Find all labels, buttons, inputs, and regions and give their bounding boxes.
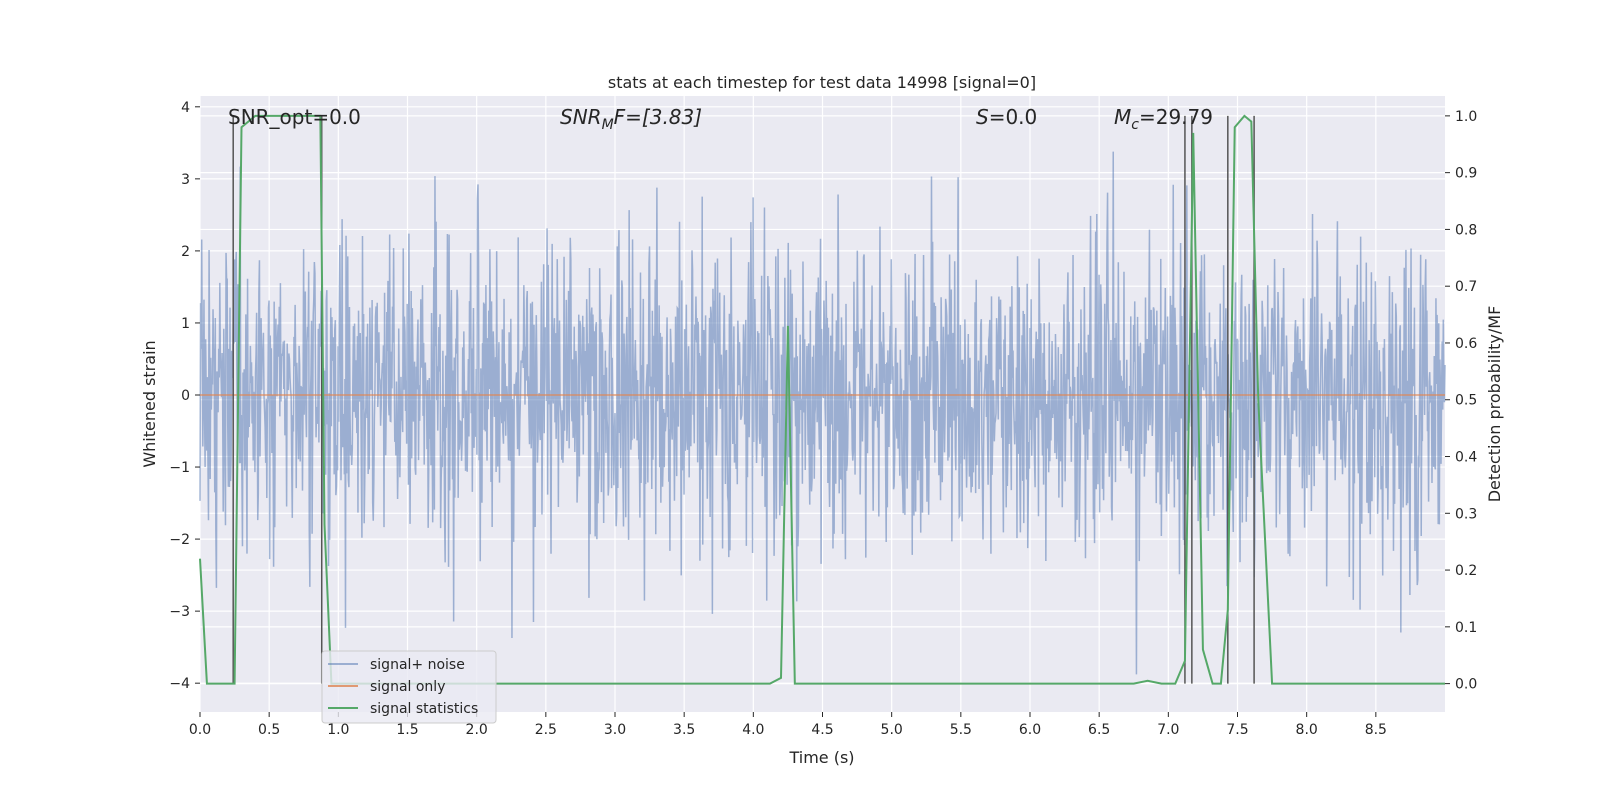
y-tick-label-1: −3	[169, 604, 190, 620]
x-tick-label-11: 5.5	[950, 722, 972, 738]
y2-tick-label-6: 0.6	[1455, 336, 1477, 352]
y2-tick-label-9: 0.9	[1455, 166, 1477, 182]
y-tick-label-6: 2	[181, 244, 190, 260]
legend-label-noise: signal+ noise	[370, 657, 465, 673]
x-tick-label-5: 2.5	[535, 722, 557, 738]
y2-tick-label-8: 0.8	[1455, 222, 1477, 238]
annotation-snr-mf: SNRMF=[3.83]	[560, 105, 702, 133]
x-tick-label-12: 6.0	[1019, 722, 1041, 738]
annotation-mc-sub: c	[1131, 117, 1139, 133]
x-tick-label-8: 4.0	[742, 722, 764, 738]
annotation-s-rest: =0.0	[989, 105, 1038, 129]
annotation-snr-opt: SNR_opt=0.0	[228, 105, 361, 129]
y2-tick-label-10: 1.0	[1455, 109, 1477, 125]
annotation-s: S=0.0	[976, 105, 1037, 129]
y-tick-label-2: −2	[169, 532, 190, 548]
annotation-snr-mf-sub: M	[602, 117, 614, 133]
y-tick-label-5: 1	[181, 316, 190, 332]
y-tick-label-4: 0	[181, 388, 190, 404]
x-tick-label-0: 0.0	[189, 722, 211, 738]
annotation-s-italic: S	[976, 105, 989, 129]
y2-axis-ticks: 0.0 0.1 0.2 0.3 0.4 0.5 0.6 0.7 0.8 0.9 1.0	[1445, 109, 1477, 693]
signal-noise-series	[199, 151, 1446, 675]
y2-tick-label-4: 0.4	[1455, 450, 1477, 466]
legend-box	[321, 650, 497, 724]
legend-label-statistics: signal statistics	[370, 701, 478, 717]
y2-tick-label-0: 0.0	[1455, 677, 1477, 693]
y-tick-label-8: 4	[181, 100, 190, 116]
x-tick-label-2: 1.0	[327, 722, 349, 738]
y2-tick-label-1: 0.1	[1455, 620, 1477, 636]
y-tick-label-7: 3	[181, 172, 190, 188]
y2-tick-label-7: 0.7	[1455, 279, 1477, 295]
y-tick-label-0: −4	[169, 676, 190, 692]
x-tick-label-1: 0.5	[258, 722, 280, 738]
y-axis-label: Whitened strain	[140, 340, 159, 467]
annotation-mc-base: M	[1114, 105, 1131, 129]
x-tick-label-10: 5.0	[881, 722, 903, 738]
chart-title: stats at each timestep for test data 149…	[608, 73, 1036, 92]
x-tick-label-4: 2.0	[466, 722, 488, 738]
y2-axis-label: Detection probability/MF	[1485, 306, 1504, 503]
x-tick-label-17: 8.5	[1365, 722, 1387, 738]
x-tick-label-14: 7.0	[1157, 722, 1179, 738]
y-tick-label-3: −1	[169, 460, 190, 476]
annotation-snr-mf-rest: F=[3.83]	[614, 105, 702, 129]
x-tick-label-16: 8.0	[1296, 722, 1318, 738]
annotation-mc: Mc=29.79	[1114, 105, 1213, 133]
y2-tick-label-5: 0.5	[1455, 393, 1477, 409]
legend: signal+ noise signal only signal statist…	[321, 650, 497, 724]
x-tick-label-3: 1.5	[396, 722, 418, 738]
x-axis-label: Time (s)	[788, 748, 854, 767]
x-tick-label-13: 6.5	[1088, 722, 1110, 738]
x-tick-label-6: 3.0	[604, 722, 626, 738]
y2-tick-label-2: 0.2	[1455, 563, 1477, 579]
y2-tick-label-3: 0.3	[1455, 506, 1477, 522]
legend-label-signal-only: signal only	[370, 679, 445, 695]
x-tick-label-7: 3.5	[673, 722, 695, 738]
x-tick-label-9: 4.5	[811, 722, 833, 738]
signal-statistics-series	[199, 114, 1445, 685]
annotation-mc-rest: =29.79	[1139, 105, 1213, 129]
x-tick-label-15: 7.5	[1226, 722, 1248, 738]
noise-line	[199, 151, 1446, 675]
y-axis-ticks: −4 −3 −2 −1 0 1 2 3 4	[169, 100, 200, 692]
statistics-line	[199, 114, 1445, 685]
annotation-snr-mf-base: SNR	[560, 105, 602, 129]
x-axis-ticks: 0.0 0.5 1.0 1.5 2.0 2.5 3.0 3.5 4.0 4.5 5.0 5.5 6.0 6…	[189, 712, 1387, 738]
